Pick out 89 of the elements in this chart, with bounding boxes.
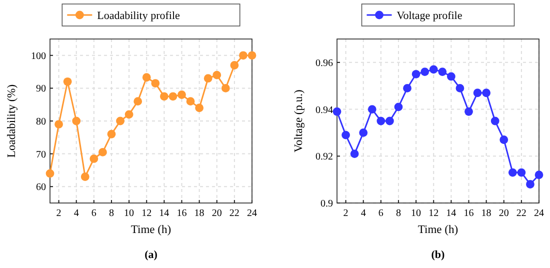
point xyxy=(63,77,72,86)
x-tick-label: 2 xyxy=(56,208,62,219)
x-axis-title: Time (h) xyxy=(418,224,458,236)
x-tick-label: 4 xyxy=(360,208,366,219)
y-axis-title: Loadability (%) xyxy=(6,84,18,158)
y-tick-label: 100 xyxy=(31,50,46,62)
point xyxy=(517,168,526,177)
point xyxy=(160,92,168,101)
x-tick-label: 16 xyxy=(176,208,187,219)
point xyxy=(46,169,54,178)
x-tick-label: 24 xyxy=(534,208,544,219)
point xyxy=(500,136,508,144)
point xyxy=(403,84,412,92)
x-tick-label: 8 xyxy=(108,208,114,219)
point xyxy=(438,68,447,76)
x-tick-label: 2 xyxy=(343,208,348,219)
x-tick-label: 12 xyxy=(428,208,439,219)
point xyxy=(107,130,116,138)
x-tick-label: 20 xyxy=(498,208,509,219)
x-tick-label: 4 xyxy=(74,208,79,219)
x-tick-label: 24 xyxy=(247,208,257,219)
x-tick-label: 14 xyxy=(159,208,170,219)
legend-label: Voltage profile xyxy=(396,10,462,22)
x-tick-label: 20 xyxy=(212,208,222,219)
point xyxy=(90,154,98,163)
point xyxy=(248,51,256,60)
point xyxy=(508,168,517,177)
point xyxy=(412,70,420,78)
y-tick-label: 90 xyxy=(36,84,46,95)
point xyxy=(350,150,359,158)
x-axis-title: Time (h) xyxy=(130,224,172,236)
y-tick-label: 0.94 xyxy=(316,104,333,116)
y-tick-label: 70 xyxy=(36,149,46,160)
x-tick-label: 16 xyxy=(464,208,474,219)
point xyxy=(204,74,212,83)
x-tick-label: 18 xyxy=(481,208,492,219)
y-tick-label: 60 xyxy=(36,182,46,194)
point xyxy=(534,170,544,180)
point xyxy=(124,110,134,119)
x-tick-label: 6 xyxy=(378,208,384,219)
x-tick-label: 10 xyxy=(124,208,134,219)
point xyxy=(151,79,160,88)
point xyxy=(195,104,204,112)
y-axis-title: Voltage (p.u.) xyxy=(293,89,305,152)
x-tick-label: 10 xyxy=(411,208,422,219)
legend-label: Loadability profile xyxy=(97,10,180,22)
point xyxy=(456,84,464,92)
point xyxy=(239,51,248,60)
text: (b) xyxy=(431,249,446,261)
point xyxy=(54,120,63,128)
point xyxy=(464,107,473,116)
point xyxy=(446,72,456,81)
point xyxy=(385,116,394,126)
point xyxy=(142,73,151,82)
point xyxy=(368,105,376,114)
x-tick-label: 22 xyxy=(229,208,240,219)
point xyxy=(473,88,482,98)
point xyxy=(116,116,124,126)
point xyxy=(80,172,90,181)
x-tick-label: 6 xyxy=(91,208,96,219)
point xyxy=(221,84,230,92)
point xyxy=(482,88,491,98)
x-tick-label: 18 xyxy=(194,208,204,219)
x-tick-label: 8 xyxy=(396,208,401,219)
point xyxy=(168,92,178,101)
point xyxy=(230,61,239,70)
y-tick-label: 0.96 xyxy=(316,58,333,69)
point xyxy=(178,90,186,99)
y-tick-label: 80 xyxy=(36,116,46,128)
point xyxy=(359,128,368,137)
x-tick-label: 14 xyxy=(446,208,456,219)
x-tick-label: 22 xyxy=(516,208,526,219)
point xyxy=(429,65,438,74)
point xyxy=(332,107,342,116)
point xyxy=(394,102,403,112)
point xyxy=(186,97,195,106)
point xyxy=(134,97,142,106)
point xyxy=(420,68,430,76)
y-tick-label: 0.9 xyxy=(320,198,333,210)
point xyxy=(212,70,222,80)
point xyxy=(526,180,534,188)
text: (a) xyxy=(144,249,158,261)
point xyxy=(342,130,350,140)
y-tick-label: 0.92 xyxy=(316,152,333,163)
point xyxy=(98,148,107,156)
point xyxy=(376,116,386,126)
point xyxy=(490,116,500,126)
point xyxy=(72,116,81,126)
x-tick-label: 12 xyxy=(142,208,152,219)
